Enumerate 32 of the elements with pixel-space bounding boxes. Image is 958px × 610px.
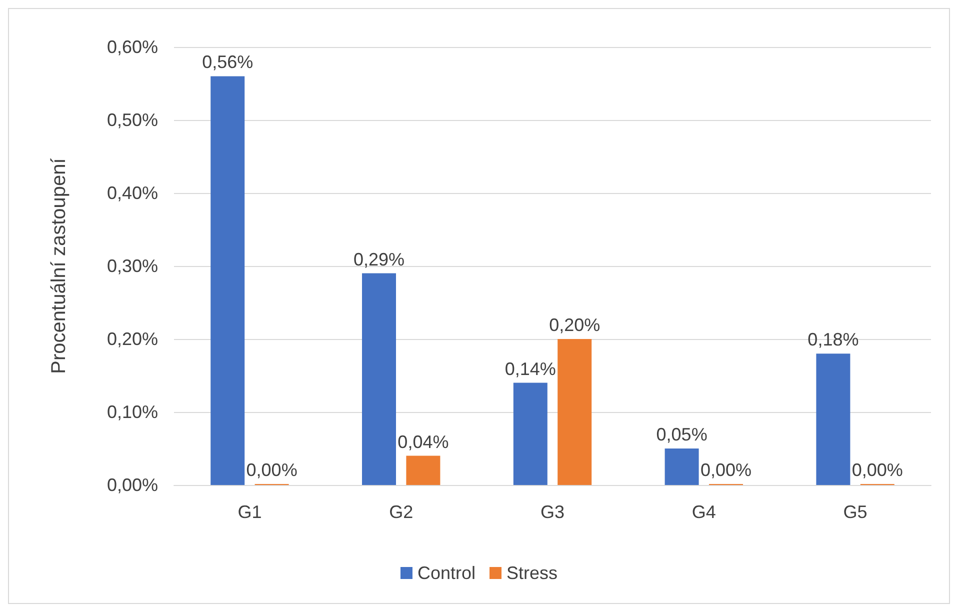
data-label: 0,29%	[353, 249, 405, 270]
y-tick-label: 0,10%	[106, 402, 158, 422]
data-label: 0,00%	[246, 460, 298, 480]
x-tick-label: G4	[692, 502, 716, 522]
y-tick-label: 0,60%	[106, 37, 158, 57]
bar	[362, 273, 396, 485]
y-tick-label: 0,00%	[106, 475, 158, 495]
bar	[816, 354, 850, 485]
x-tick-label: G1	[238, 502, 262, 522]
x-tick-label: G3	[540, 502, 565, 522]
y-tick-label: 0,50%	[106, 110, 158, 130]
x-tick-label: G5	[843, 502, 868, 522]
y-tick-label: 0,20%	[106, 329, 158, 349]
data-label: 0,18%	[808, 330, 859, 350]
data-label: 0,04%	[398, 432, 449, 452]
legend-label: Stress	[506, 563, 558, 583]
y-axis-title: Procentuální zastoupení	[48, 158, 70, 374]
legend-label: Control	[417, 563, 476, 583]
y-tick-label: 0,30%	[106, 256, 158, 276]
bar	[558, 339, 592, 485]
data-label: 0,00%	[852, 460, 903, 480]
data-label: 0,00%	[700, 460, 752, 480]
bar	[210, 76, 245, 485]
data-label: 0,05%	[656, 424, 708, 444]
bar	[664, 448, 699, 485]
bar	[406, 456, 440, 485]
data-label: 0,14%	[504, 358, 556, 379]
y-tick-label: 0,40%	[106, 183, 158, 203]
bar	[513, 382, 548, 485]
data-label: 0,56%	[202, 52, 254, 72]
data-label: 0,20%	[549, 315, 600, 335]
x-tick-label: G2	[389, 502, 414, 522]
